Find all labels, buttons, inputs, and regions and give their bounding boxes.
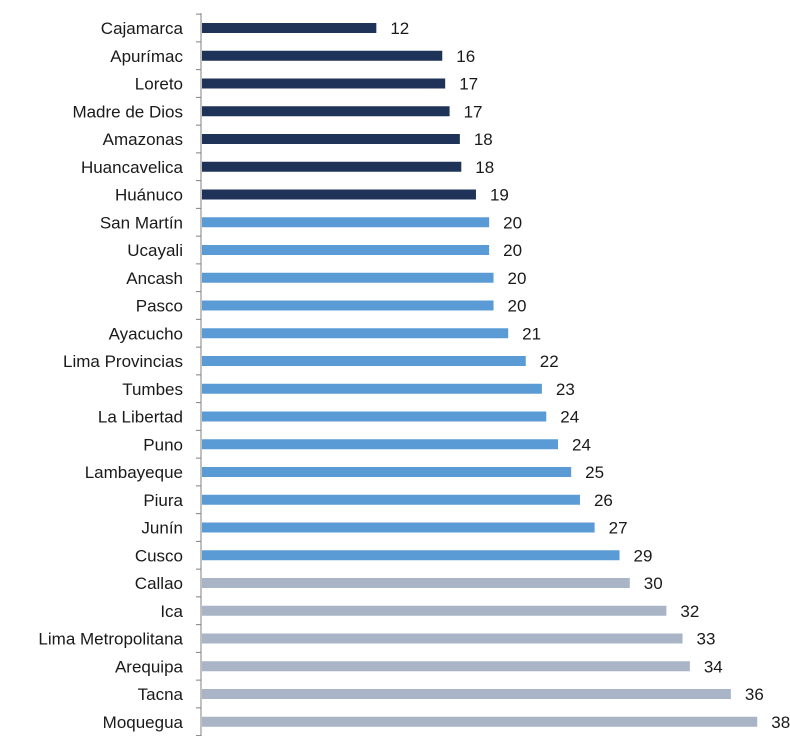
category-label: Ayacucho — [109, 324, 183, 343]
category-label: Loreto — [135, 75, 183, 94]
value-label: 16 — [456, 47, 475, 66]
category-label: Lima Metropolitana — [38, 630, 183, 649]
value-label: 17 — [464, 102, 483, 121]
bar-lima-metropolitana — [202, 633, 683, 644]
bar-huancavelica — [202, 161, 462, 172]
labels-group: Cajamarca 12 Apurímac 16 Loreto 17 Madre de Di… — [38, 19, 790, 732]
value-label: 26 — [594, 491, 613, 510]
value-label: 34 — [704, 657, 723, 676]
category-label: Piura — [143, 491, 183, 510]
value-label: 24 — [560, 408, 579, 427]
bar-tacna — [202, 689, 731, 699]
category-label: La Libertad — [98, 408, 183, 427]
bar-amazonas — [202, 134, 460, 144]
category-label: Cajamarca — [101, 19, 184, 38]
bar-madre-de-dios — [202, 106, 450, 117]
category-label: Pasco — [136, 297, 183, 316]
category-label: Lambayeque — [85, 463, 183, 482]
bar-ancash — [202, 272, 494, 283]
category-label: San Martín — [100, 213, 183, 232]
bar-lambayeque — [202, 467, 572, 477]
category-label: Tacna — [138, 685, 184, 704]
category-label: Apurímac — [110, 47, 183, 66]
y-axis-group — [196, 13, 202, 736]
bar-arequipa — [202, 661, 690, 672]
bar-moquegua — [202, 716, 758, 727]
value-label: 12 — [390, 19, 409, 38]
value-label: 30 — [644, 574, 663, 593]
value-label: 32 — [680, 602, 699, 621]
bar-ucayali — [202, 245, 490, 255]
value-label: 20 — [503, 241, 522, 260]
category-label: Tumbes — [122, 380, 183, 399]
bar-apurímac — [202, 50, 443, 61]
bar-ica — [202, 605, 667, 616]
value-label: 20 — [508, 297, 527, 316]
bars-group — [202, 23, 758, 727]
bar-ayacucho — [202, 328, 509, 339]
category-label: Callao — [135, 574, 183, 593]
value-label: 27 — [609, 519, 628, 538]
value-label: 33 — [697, 630, 716, 649]
bar-callao — [202, 578, 630, 588]
value-label: 29 — [634, 546, 653, 565]
bar-tumbes — [202, 383, 542, 394]
value-label: 18 — [475, 158, 494, 177]
category-label: Amazonas — [103, 130, 183, 149]
category-label: Cusco — [135, 546, 183, 565]
category-label: Junín — [141, 519, 183, 538]
bar-piura — [202, 494, 580, 505]
category-label: Moquegua — [103, 713, 184, 732]
category-label: Madre de Dios — [72, 102, 183, 121]
value-label: 24 — [572, 435, 591, 454]
bar-san-martín — [202, 217, 490, 228]
category-label: Huánuco — [115, 186, 183, 205]
bar-cajamarca — [202, 23, 377, 33]
bar-pasco — [202, 300, 494, 311]
category-label: Huancavelica — [81, 158, 184, 177]
value-label: 20 — [508, 269, 527, 288]
value-label: 22 — [540, 352, 559, 371]
category-label: Ucayali — [127, 241, 183, 260]
value-label: 25 — [585, 463, 604, 482]
value-label: 20 — [503, 213, 522, 232]
bar-puno — [202, 439, 558, 450]
bar-junín — [202, 522, 595, 533]
value-label: 36 — [745, 685, 764, 704]
bar-huánuco — [202, 189, 476, 200]
category-label: Ancash — [126, 269, 183, 288]
category-label: Puno — [143, 435, 183, 454]
bar-loreto — [202, 78, 446, 89]
category-label: Ica — [160, 602, 183, 621]
category-label: Lima Provincias — [63, 352, 183, 371]
category-label: Arequipa — [115, 657, 184, 676]
bar-la-libertad — [202, 411, 547, 422]
value-label: 38 — [771, 713, 790, 732]
value-label: 19 — [490, 186, 509, 205]
value-label: 17 — [459, 75, 478, 94]
value-label: 23 — [556, 380, 575, 399]
bar-cusco — [202, 550, 620, 561]
value-label: 21 — [522, 324, 541, 343]
bar-lima-provincias — [202, 356, 526, 366]
value-label: 18 — [474, 130, 493, 149]
